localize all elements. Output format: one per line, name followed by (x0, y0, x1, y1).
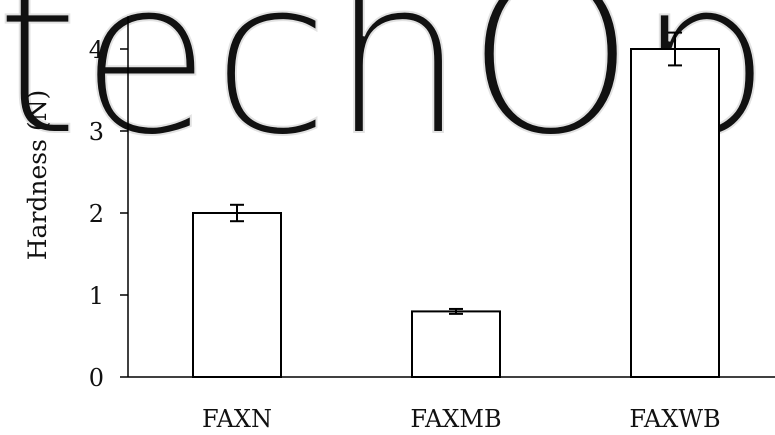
error-bar-faxn (230, 203, 244, 223)
y-ticks-group: 0 1 2 3 4 (89, 36, 128, 392)
error-bars-group (230, 31, 682, 315)
y-tick-label: 2 (89, 200, 104, 228)
bar-faxmb (411, 310, 501, 378)
x-category-label: FAXMB (410, 405, 501, 433)
bars-group (192, 48, 720, 378)
y-tick-label: 3 (89, 118, 104, 146)
bar-faxn (192, 212, 282, 378)
x-category-label: FAXWB (629, 405, 720, 433)
y-tick-label: 0 (89, 364, 104, 392)
x-category-label: FAXN (202, 405, 272, 433)
y-axis-title: Hardness (N) (23, 90, 52, 261)
error-bar-faxmb (449, 307, 463, 315)
bar-faxwb (630, 48, 720, 378)
y-tick-label: 1 (89, 282, 104, 310)
y-tick-label: 4 (89, 36, 104, 64)
error-bar-faxwb (668, 31, 682, 67)
x-labels-group: FAXN FAXMB FAXWB (202, 405, 721, 433)
